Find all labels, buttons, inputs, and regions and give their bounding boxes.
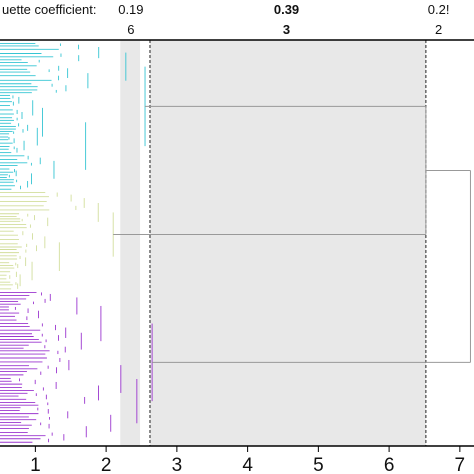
shaded-bands [120, 40, 426, 446]
x-tick-label-1: 1 [30, 455, 41, 474]
x-tick-label-3: 3 [172, 455, 183, 474]
silhouette-value-2: 0.39 [274, 2, 299, 17]
silhouette-label: uette coefficient: [2, 2, 96, 17]
cluster-cyan [0, 43, 146, 190]
shaded-band-1 [120, 40, 141, 446]
x-tick-label-2: 2 [101, 455, 112, 474]
cluster-count-1: 6 [127, 22, 134, 37]
silhouette-value-3: 0.2! [428, 2, 450, 17]
header-annotations: uette coefficient: 0.19 0.39 0.2! 6 3 2 [2, 2, 449, 37]
shaded-band-2 [149, 40, 426, 446]
silhouette-value-1: 0.19 [118, 2, 143, 17]
upper-links [113, 105, 471, 363]
cluster-count-3: 2 [435, 22, 442, 37]
cluster-yellow-green [0, 192, 114, 290]
axes: 1 2 3 4 5 6 7 [0, 39, 474, 474]
cluster-purple [0, 291, 153, 443]
x-tick-label-6: 6 [384, 455, 395, 474]
x-tick-label-4: 4 [242, 455, 253, 474]
cluster-count-2: 3 [283, 22, 290, 37]
x-tick-label-7: 7 [455, 455, 466, 474]
dendrogram-branches [0, 43, 153, 443]
x-tick-label-5: 5 [313, 455, 324, 474]
